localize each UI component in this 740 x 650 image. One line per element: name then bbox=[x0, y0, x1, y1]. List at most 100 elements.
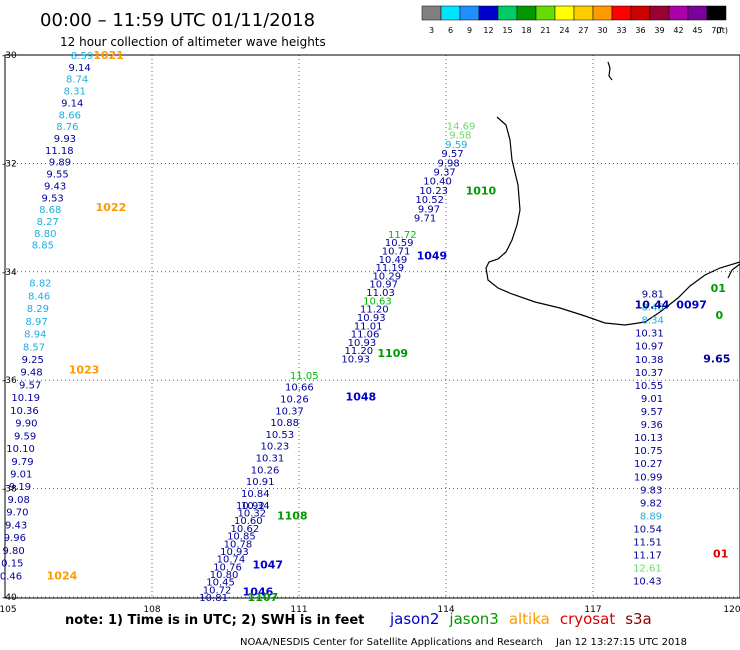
footer-timestamp: Jan 12 13:27:15 UTC 2018 bbox=[555, 637, 687, 648]
legend-swatch bbox=[611, 5, 632, 21]
swh-value: 9.14 bbox=[68, 63, 90, 74]
swh-value: 8.29 bbox=[27, 304, 49, 315]
pass-number: 1022 bbox=[96, 201, 127, 214]
swh-value: 10.54 bbox=[633, 525, 662, 536]
swh-value: 10.23 bbox=[261, 442, 290, 453]
swh-value: 9.55 bbox=[46, 170, 68, 181]
swh-value: 11.19 bbox=[376, 263, 405, 274]
swh-value: 10.81 bbox=[199, 593, 228, 604]
swh-value: 10.15 bbox=[0, 559, 23, 570]
pass-number: 1010 bbox=[466, 185, 497, 198]
swh-value: 10.66 bbox=[285, 383, 314, 394]
swh-value: 8.66 bbox=[59, 110, 81, 121]
legend-label: 21 bbox=[540, 26, 550, 35]
swh-value: 11.05 bbox=[290, 371, 319, 382]
swh-value: 10.93 bbox=[341, 355, 370, 366]
swh-value: 9.08 bbox=[8, 495, 30, 506]
swh-value: 10.59 bbox=[385, 238, 414, 249]
legend-swatch bbox=[687, 5, 708, 21]
swh-value: 10.31 bbox=[635, 329, 664, 340]
swh-value: 11.17 bbox=[633, 551, 662, 562]
legend-swatch bbox=[573, 5, 594, 21]
lat-lon-grid bbox=[4, 54, 740, 598]
swh-value: 10.43 bbox=[633, 577, 662, 588]
legend-label: 15 bbox=[502, 26, 512, 35]
swh-value: 10.34 bbox=[241, 501, 270, 512]
legend-swatch bbox=[421, 5, 442, 21]
swh-value: 10.91 bbox=[246, 477, 275, 488]
swh-value: 8.45 bbox=[642, 303, 664, 314]
chart-title: 00:00 – 11:59 UTC 01/11/2018 bbox=[40, 10, 315, 31]
swh-value: 8.80 bbox=[34, 229, 56, 240]
pass-number: 01 bbox=[713, 548, 728, 561]
swh-value: 9.98 bbox=[437, 158, 459, 169]
y-tick-label: -34 bbox=[2, 268, 17, 278]
pass-number: 1024 bbox=[47, 569, 78, 582]
legend-label: 12 bbox=[483, 26, 493, 35]
swh-value: 8.97 bbox=[25, 317, 47, 328]
legend-label: 39 bbox=[654, 26, 664, 35]
swh-value: 9.80 bbox=[2, 546, 24, 557]
swh-value: 9.90 bbox=[15, 419, 37, 430]
swh-value: 8.57 bbox=[23, 342, 45, 353]
swh-value: 9.25 bbox=[22, 355, 44, 366]
legend-unit: (ft) bbox=[716, 26, 728, 35]
pass-number: 1021 bbox=[93, 49, 124, 62]
satellite-name: jason3 bbox=[448, 610, 498, 628]
swh-value: 10.93 bbox=[357, 313, 386, 324]
swh-value: 9.70 bbox=[6, 508, 28, 519]
swh-value: 8.34 bbox=[642, 316, 664, 327]
swh-value: 10.38 bbox=[635, 355, 664, 366]
swh-value: 9.59 bbox=[14, 431, 36, 442]
pass-number: 1023 bbox=[69, 363, 100, 376]
coastline-west bbox=[485, 116, 740, 326]
swh-value: 10.71 bbox=[382, 246, 411, 257]
swh-value: 10.75 bbox=[634, 446, 663, 457]
swh-value: 11.51 bbox=[633, 538, 662, 549]
swh-value: 9.71 bbox=[414, 214, 436, 225]
swh-value: 11.20 bbox=[345, 346, 374, 357]
swh-value: 10.84 bbox=[241, 489, 270, 500]
swh-value: 10.37 bbox=[635, 368, 664, 379]
swh-value: 10.45 bbox=[206, 578, 235, 589]
swh-value: 9.57 bbox=[641, 407, 663, 418]
legend-swatch bbox=[649, 5, 670, 21]
pass-number: 0097 bbox=[676, 298, 707, 311]
swh-value: 8.31 bbox=[64, 87, 86, 98]
footer-note: note: 1) Time is in UTC; 2) SWH is in fe… bbox=[65, 613, 364, 628]
swh-value: 10.36 bbox=[10, 406, 39, 417]
swh-value: 9.96 bbox=[4, 533, 26, 544]
swh-value: 14.69 bbox=[447, 121, 476, 132]
legend-label: 36 bbox=[635, 26, 645, 35]
swh-value: 11.03 bbox=[366, 288, 395, 299]
pass-number: 0 bbox=[716, 309, 724, 322]
x-tick-label: 120 bbox=[723, 605, 740, 615]
swh-value: 10.10 bbox=[6, 444, 35, 455]
legend-label: 6 bbox=[448, 26, 453, 35]
legend-swatch bbox=[706, 5, 727, 21]
swh-value: 9.59 bbox=[445, 140, 467, 151]
legend-label: 42 bbox=[673, 26, 683, 35]
swh-value: 11.18 bbox=[45, 146, 74, 157]
swh-value: 10.93 bbox=[220, 547, 249, 558]
plot-frame bbox=[4, 54, 740, 599]
swh-value: 9.14 bbox=[61, 98, 83, 109]
swh-value: 9.82 bbox=[640, 498, 662, 509]
swh-value: 8.82 bbox=[29, 279, 51, 290]
swh-value: 9.81 bbox=[642, 289, 664, 300]
swh-value: 8.27 bbox=[37, 217, 59, 228]
satellite-name: altika bbox=[509, 610, 550, 628]
legend-swatch bbox=[630, 5, 651, 21]
pass-number: 1109 bbox=[377, 347, 408, 360]
coastline-east bbox=[727, 263, 740, 279]
swh-value: 8.68 bbox=[39, 205, 61, 216]
swh-value: 9.97 bbox=[418, 204, 440, 215]
swh-value: 10.19 bbox=[11, 393, 40, 404]
swh-value: 8.85 bbox=[32, 241, 54, 252]
legend-swatch bbox=[440, 5, 461, 21]
swh-value: 10.74 bbox=[217, 555, 246, 566]
swh-value: 9.36 bbox=[641, 420, 663, 431]
x-tick-label: 117 bbox=[584, 605, 601, 615]
swh-value: 10.88 bbox=[270, 418, 299, 429]
